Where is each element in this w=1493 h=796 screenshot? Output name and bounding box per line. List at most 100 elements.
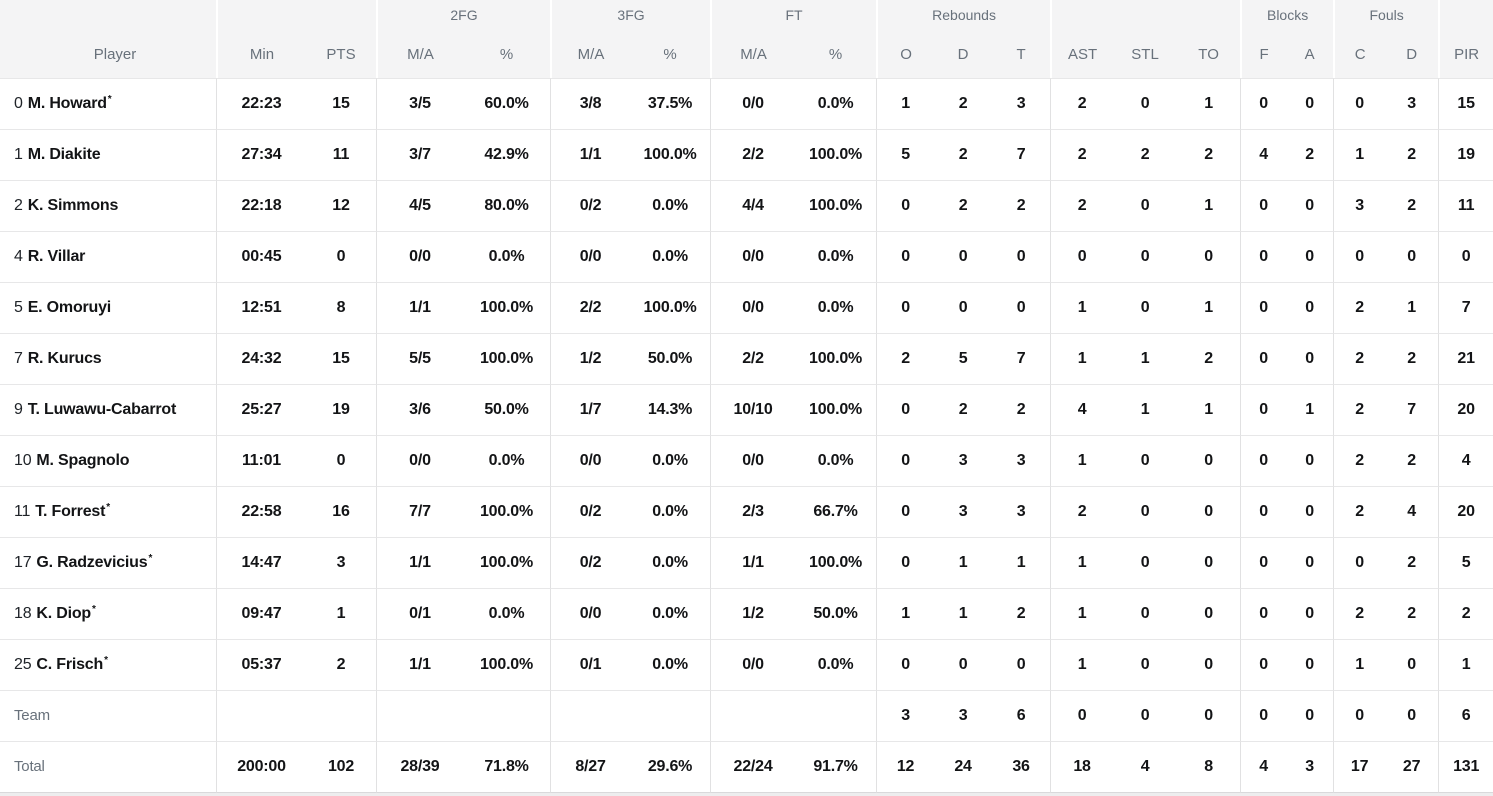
header-col-min: Min xyxy=(216,30,306,78)
stat-cell: 0 xyxy=(876,384,935,435)
stat-cell: 2 xyxy=(1385,537,1439,588)
player-row: 10 M. Spagnolo 11:01 0 0/0 0.0% 0/0 0.0% 0/0 0.0%… xyxy=(0,435,1493,486)
stat-cell: 0/0 xyxy=(376,435,463,486)
stat-cell: 0.0% xyxy=(630,435,711,486)
stat-cell: 4/4 xyxy=(710,180,796,231)
stat-cell: 8 xyxy=(306,282,376,333)
stat-cell: 100.0% xyxy=(795,180,877,231)
stat-cell: 3 xyxy=(1333,180,1386,231)
stat-cell: 3 xyxy=(306,537,376,588)
stat-cell: 3 xyxy=(876,690,935,741)
stat-cell: 2 xyxy=(1333,486,1386,537)
header-col-pts: PTS xyxy=(306,30,376,78)
player-cell: 7 R. Kurucs xyxy=(0,333,216,384)
stat-cell: 0 xyxy=(1385,690,1439,741)
player-row: 0 M. Howard* 22:23 15 3/5 60.0% 3/8 37.5% 0/0 0.0… xyxy=(0,78,1493,129)
stat-cell: 0 xyxy=(1240,180,1287,231)
stat-cell: 4 xyxy=(1385,486,1439,537)
header-group-spacer xyxy=(216,0,376,30)
stat-cell: 0 xyxy=(876,435,935,486)
stat-cell: 22:58 xyxy=(216,486,306,537)
stat-cell: 100.0% xyxy=(463,282,551,333)
stat-cell: 2/3 xyxy=(710,486,796,537)
player-name: E. Omoruyi xyxy=(27,299,112,316)
stat-cell: 0 xyxy=(1240,282,1287,333)
header-col-m-a: M/A xyxy=(550,30,631,78)
header-group-row: 2FG 3FG FT Rebounds Blocks Fouls xyxy=(0,0,1493,30)
stat-cell: 0 xyxy=(992,639,1051,690)
stat-cell: 50.0% xyxy=(463,384,551,435)
stat-cell: 0 xyxy=(1177,537,1241,588)
stat-cell: 2 xyxy=(992,180,1051,231)
stat-cell: 17 xyxy=(1333,741,1386,793)
stat-cell: 42.9% xyxy=(463,129,551,180)
stat-cell: 0 xyxy=(1333,78,1386,129)
stat-cell: 0 xyxy=(1286,282,1334,333)
stat-cell: 0/2 xyxy=(550,537,631,588)
stat-cell: 2 xyxy=(992,588,1051,639)
stat-cell: 0 xyxy=(1240,384,1287,435)
stat-cell xyxy=(710,690,796,741)
stat-cell: 1 xyxy=(1177,282,1241,333)
stat-cell: 27:34 xyxy=(216,129,306,180)
stat-cell: 2 xyxy=(1050,78,1114,129)
stat-cell: 4 xyxy=(1113,741,1178,793)
stat-cell: 91.7% xyxy=(795,741,877,793)
stat-cell: 100.0% xyxy=(795,129,877,180)
stat-cell: 2 xyxy=(1286,129,1334,180)
stat-cell: 0 xyxy=(1177,486,1241,537)
header-col-f: F xyxy=(1240,30,1287,78)
stat-cell: 0 xyxy=(1286,333,1334,384)
stat-cell: 0 xyxy=(1240,231,1287,282)
stat-cell: 1 xyxy=(1177,78,1241,129)
player-cell: 2 K. Simmons xyxy=(0,180,216,231)
stat-cell: 1 xyxy=(1050,435,1114,486)
stat-cell: 100.0% xyxy=(795,537,877,588)
header-group-ft: FT xyxy=(710,0,877,30)
stat-cell: 0 xyxy=(1286,180,1334,231)
stat-cell: 2/2 xyxy=(710,129,796,180)
stat-cell: 100.0% xyxy=(795,333,877,384)
stat-cell: 0 xyxy=(1333,537,1386,588)
stat-cell: 3/5 xyxy=(376,78,463,129)
jersey-number: 10 xyxy=(14,452,32,469)
stat-cell: 11:01 xyxy=(216,435,306,486)
player-name: R. Villar xyxy=(27,248,86,265)
stat-cell: 0 xyxy=(1177,639,1241,690)
stat-cell: 0 xyxy=(1286,486,1334,537)
stat-cell: 5 xyxy=(1438,537,1493,588)
stat-cell: 3/8 xyxy=(550,78,631,129)
stat-cell: 0 xyxy=(1286,690,1334,741)
jersey-number: 2 xyxy=(14,197,23,214)
header-col-ast: AST xyxy=(1050,30,1114,78)
stat-cell: 10/10 xyxy=(710,384,796,435)
player-cell: 9 T. Luwawu-Cabarrot xyxy=(0,384,216,435)
stat-cell: 4 xyxy=(1438,435,1493,486)
stat-cell: 0.0% xyxy=(795,639,877,690)
stat-cell: 15 xyxy=(1438,78,1493,129)
stat-cell: 0 xyxy=(1333,690,1386,741)
stat-cell: 0/0 xyxy=(710,639,796,690)
player-row: 1 M. Diakite 27:34 11 3/7 42.9% 1/1 100.0% 2/2 10… xyxy=(0,129,1493,180)
stat-cell: 29.6% xyxy=(630,741,711,793)
stat-cell: 6 xyxy=(1438,690,1493,741)
player-name: G. Radzevicius xyxy=(36,554,148,571)
stat-cell: 2 xyxy=(1385,129,1439,180)
stat-cell: 0 xyxy=(1177,690,1241,741)
player-name: R. Kurucs xyxy=(27,350,102,367)
player-row: 11 T. Forrest* 22:58 16 7/7 100.0% 0/2 0.0% 2/3 6… xyxy=(0,486,1493,537)
stat-cell: 0.0% xyxy=(463,231,551,282)
stat-cell: 0/0 xyxy=(550,588,631,639)
stat-cell: 200:00 xyxy=(216,741,306,793)
stat-cell: 2 xyxy=(306,639,376,690)
row-label: Total xyxy=(14,758,45,775)
stat-cell: 4 xyxy=(1240,129,1287,180)
stat-cell: 0 xyxy=(1113,639,1178,690)
stat-cell: 0 xyxy=(934,639,993,690)
stat-cell: 2 xyxy=(1050,129,1114,180)
header-col-stl: STL xyxy=(1113,30,1178,78)
stat-cell: 2 xyxy=(1333,282,1386,333)
jersey-number: 0 xyxy=(14,95,23,112)
header-col--: % xyxy=(795,30,877,78)
stat-cell: 3 xyxy=(992,78,1051,129)
